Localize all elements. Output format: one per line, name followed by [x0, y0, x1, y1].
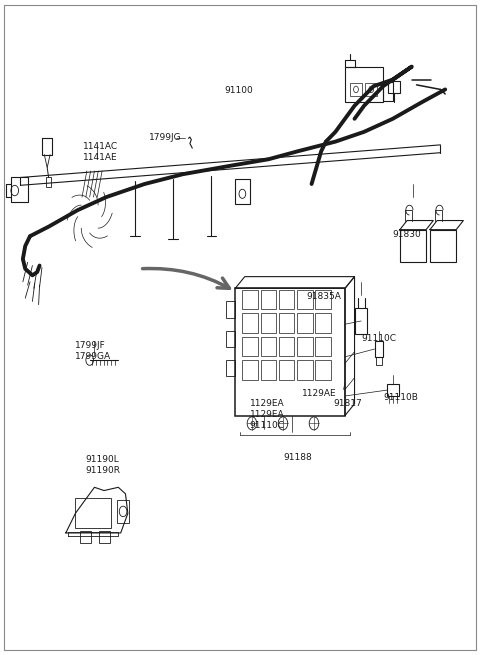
Bar — [315, 360, 331, 380]
Bar — [356, 308, 367, 334]
Text: 1799JF
1799GA: 1799JF 1799GA — [75, 341, 111, 361]
Bar — [279, 290, 294, 309]
Bar — [235, 179, 250, 204]
Text: 91830: 91830 — [393, 230, 421, 238]
Bar — [11, 178, 28, 202]
Bar — [350, 83, 362, 96]
Bar — [345, 67, 383, 102]
Bar — [117, 500, 129, 523]
Bar — [226, 331, 235, 347]
Bar — [387, 384, 399, 396]
Bar — [242, 313, 258, 333]
Bar — [400, 230, 426, 262]
Text: 91835A: 91835A — [307, 291, 342, 301]
Bar — [374, 341, 383, 357]
Text: 1129AE: 1129AE — [302, 390, 336, 398]
Bar — [297, 313, 312, 333]
Text: 91817: 91817 — [333, 400, 362, 408]
Bar — [297, 360, 312, 380]
Bar — [365, 83, 377, 96]
Bar — [261, 290, 276, 309]
FancyArrowPatch shape — [143, 269, 229, 288]
Bar — [297, 290, 312, 309]
Text: 91188: 91188 — [283, 453, 312, 462]
Bar — [75, 498, 111, 528]
Text: 1129EA
1129EA
91110C: 1129EA 1129EA 91110C — [250, 400, 285, 430]
Bar — [297, 337, 312, 356]
Text: 91190L
91190R: 91190L 91190R — [85, 455, 120, 475]
Bar — [430, 230, 456, 262]
Bar — [279, 360, 294, 380]
Text: 91110C: 91110C — [362, 334, 396, 343]
Bar — [383, 83, 393, 100]
Bar — [261, 360, 276, 380]
Text: 91110B: 91110B — [383, 393, 418, 402]
Bar — [226, 360, 235, 377]
Bar — [388, 81, 400, 93]
Bar — [242, 360, 258, 380]
Text: 91100: 91100 — [225, 86, 253, 95]
Text: 1141AC
1141AE: 1141AC 1141AE — [83, 141, 118, 162]
Bar — [279, 313, 294, 333]
Bar — [279, 337, 294, 356]
Bar — [261, 337, 276, 356]
Bar — [242, 290, 258, 309]
Bar — [226, 301, 235, 318]
Bar — [261, 313, 276, 333]
Bar — [315, 290, 331, 309]
Text: 1799JG: 1799JG — [149, 132, 182, 141]
Bar — [99, 531, 110, 543]
Bar — [242, 337, 258, 356]
Bar — [315, 337, 331, 356]
Bar — [235, 288, 345, 415]
Bar — [46, 178, 50, 187]
Bar — [315, 313, 331, 333]
Bar — [80, 531, 91, 543]
